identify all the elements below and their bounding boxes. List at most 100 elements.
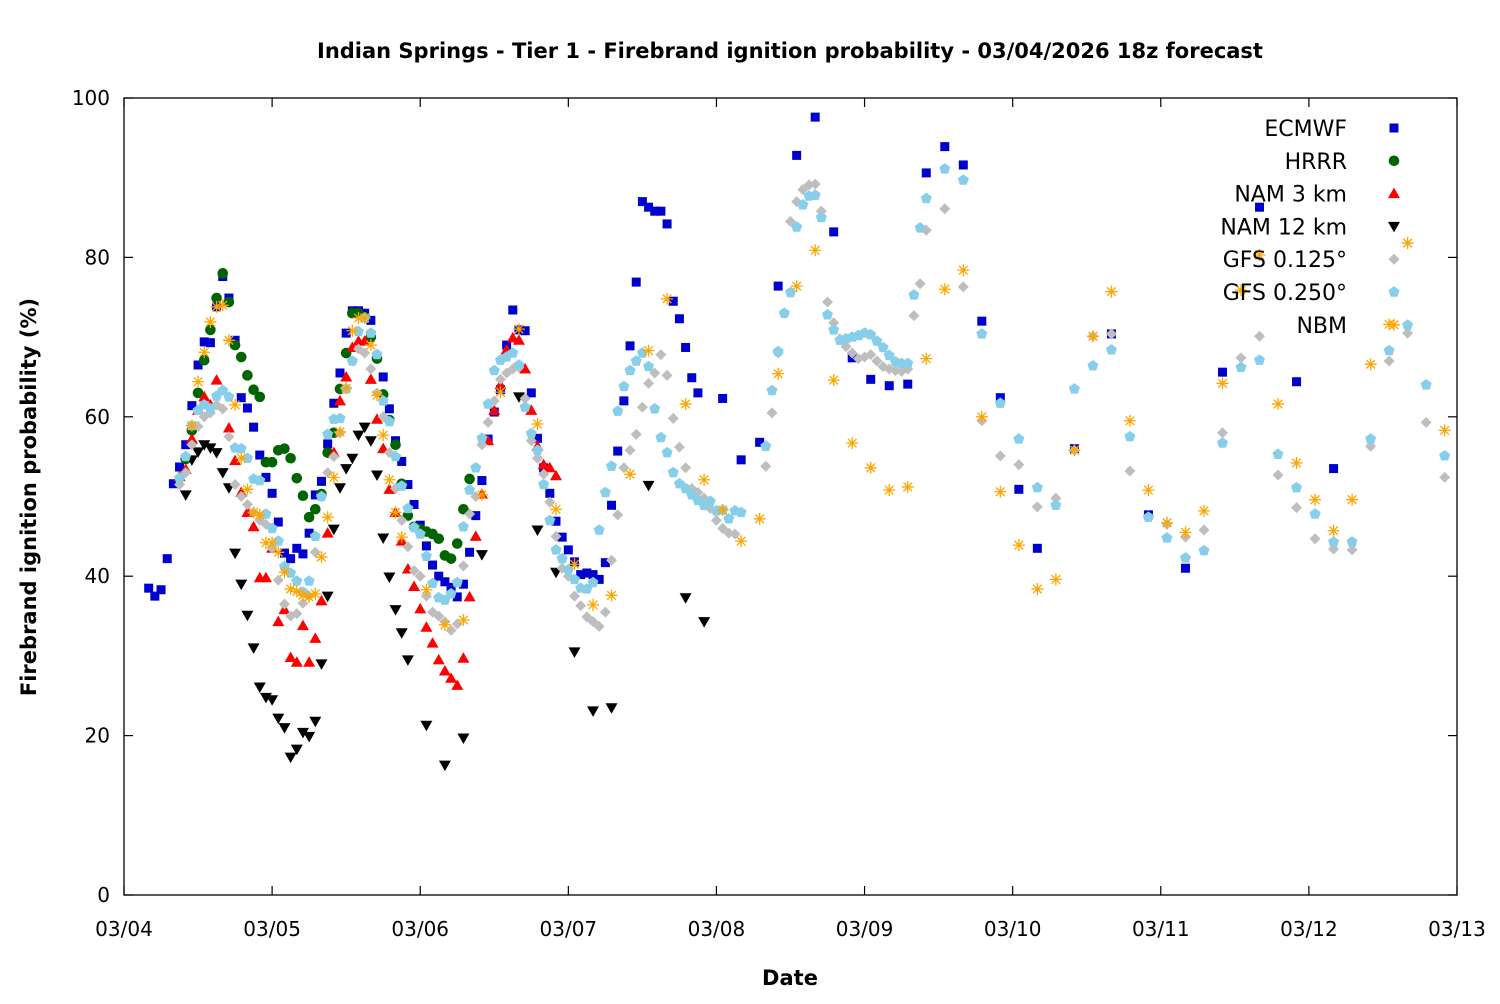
data-point bbox=[383, 473, 396, 486]
data-point bbox=[352, 430, 365, 442]
data-point bbox=[939, 163, 951, 174]
data-point bbox=[519, 392, 531, 404]
data-point bbox=[223, 431, 235, 443]
data-point bbox=[445, 553, 457, 564]
data-point bbox=[204, 443, 217, 454]
data-point bbox=[464, 508, 476, 520]
data-point bbox=[668, 296, 678, 306]
data-point bbox=[1049, 573, 1062, 586]
y-tick-label: 0 bbox=[97, 883, 110, 907]
data-point bbox=[537, 458, 550, 470]
data-point bbox=[242, 370, 253, 381]
data-point bbox=[235, 579, 248, 591]
axis-ticks: 03/04 03/05 03/06 03/07 03/08 03/09 03/10 03/11… bbox=[72, 86, 1486, 941]
data-point bbox=[612, 509, 624, 521]
data-point bbox=[290, 656, 303, 667]
data-point bbox=[438, 760, 451, 772]
data-point bbox=[1216, 427, 1228, 439]
data-point bbox=[440, 577, 450, 587]
data-point bbox=[1013, 433, 1025, 444]
data-point bbox=[519, 362, 532, 374]
data-point bbox=[482, 416, 494, 428]
data-point bbox=[303, 511, 315, 523]
data-point bbox=[144, 583, 154, 593]
data-point bbox=[710, 514, 722, 526]
data-point bbox=[613, 446, 623, 456]
data-point bbox=[346, 355, 358, 366]
data-point bbox=[1383, 355, 1395, 367]
data-point bbox=[291, 472, 303, 484]
y-tick-label: 100 bbox=[72, 86, 110, 110]
data-point bbox=[1013, 459, 1025, 471]
data-point bbox=[538, 478, 550, 490]
data-point bbox=[644, 202, 654, 212]
x-tick-label: 03/13 bbox=[1428, 917, 1486, 941]
data-point bbox=[1142, 484, 1155, 497]
data-point bbox=[1198, 524, 1210, 536]
data-point bbox=[625, 341, 635, 351]
data-point bbox=[396, 514, 408, 526]
data-point bbox=[507, 347, 519, 358]
data-point bbox=[902, 357, 914, 369]
data-point bbox=[760, 440, 772, 451]
data-point bbox=[390, 439, 401, 450]
data-point bbox=[426, 637, 439, 648]
data-point bbox=[366, 315, 376, 325]
data-point bbox=[210, 374, 223, 385]
data-points bbox=[144, 112, 1451, 772]
data-point bbox=[679, 398, 692, 411]
data-point bbox=[1123, 414, 1136, 427]
x-tick-label: 03/07 bbox=[540, 917, 598, 941]
data-point bbox=[630, 355, 642, 366]
data-point bbox=[643, 360, 655, 372]
data-point bbox=[309, 530, 321, 541]
data-point bbox=[1142, 511, 1154, 522]
data-point bbox=[1254, 354, 1265, 365]
legend-label: ECMWF bbox=[1264, 117, 1347, 142]
data-point bbox=[408, 565, 420, 577]
data-point bbox=[272, 713, 285, 725]
data-point bbox=[488, 364, 500, 376]
data-point bbox=[809, 244, 822, 257]
data-point bbox=[829, 227, 839, 237]
data-point bbox=[1031, 481, 1043, 493]
data-point bbox=[469, 530, 482, 541]
data-point bbox=[432, 653, 445, 665]
data-point bbox=[352, 311, 365, 324]
data-point bbox=[254, 391, 266, 403]
data-point bbox=[242, 403, 252, 413]
data-point bbox=[303, 575, 315, 586]
series-nam-12-km bbox=[179, 392, 711, 772]
data-point bbox=[1255, 202, 1265, 212]
data-point bbox=[576, 570, 586, 580]
data-point bbox=[884, 381, 894, 391]
data-point bbox=[1438, 424, 1451, 437]
data-point bbox=[920, 352, 933, 365]
data-point bbox=[569, 590, 581, 602]
data-point bbox=[716, 504, 729, 517]
data-point bbox=[686, 489, 698, 500]
data-point bbox=[901, 480, 914, 493]
data-point bbox=[605, 589, 618, 602]
data-point bbox=[593, 524, 605, 535]
data-point bbox=[222, 421, 235, 433]
data-point bbox=[402, 502, 414, 514]
data-point bbox=[624, 444, 636, 456]
series-ecmwf bbox=[144, 112, 1339, 602]
data-point bbox=[377, 395, 389, 406]
data-point bbox=[476, 432, 488, 443]
data-point bbox=[994, 397, 1006, 408]
data-point bbox=[340, 464, 353, 475]
data-point bbox=[290, 744, 303, 756]
data-point bbox=[253, 508, 266, 521]
data-point bbox=[279, 548, 289, 558]
legend-marker-triangle-down-icon bbox=[1388, 221, 1400, 233]
data-point bbox=[1216, 377, 1229, 390]
data-point bbox=[272, 574, 284, 586]
data-point bbox=[266, 536, 279, 549]
data-point bbox=[630, 428, 642, 440]
data-point bbox=[1253, 249, 1266, 262]
data-point bbox=[327, 524, 340, 536]
data-point bbox=[704, 495, 716, 506]
data-point bbox=[556, 552, 568, 564]
